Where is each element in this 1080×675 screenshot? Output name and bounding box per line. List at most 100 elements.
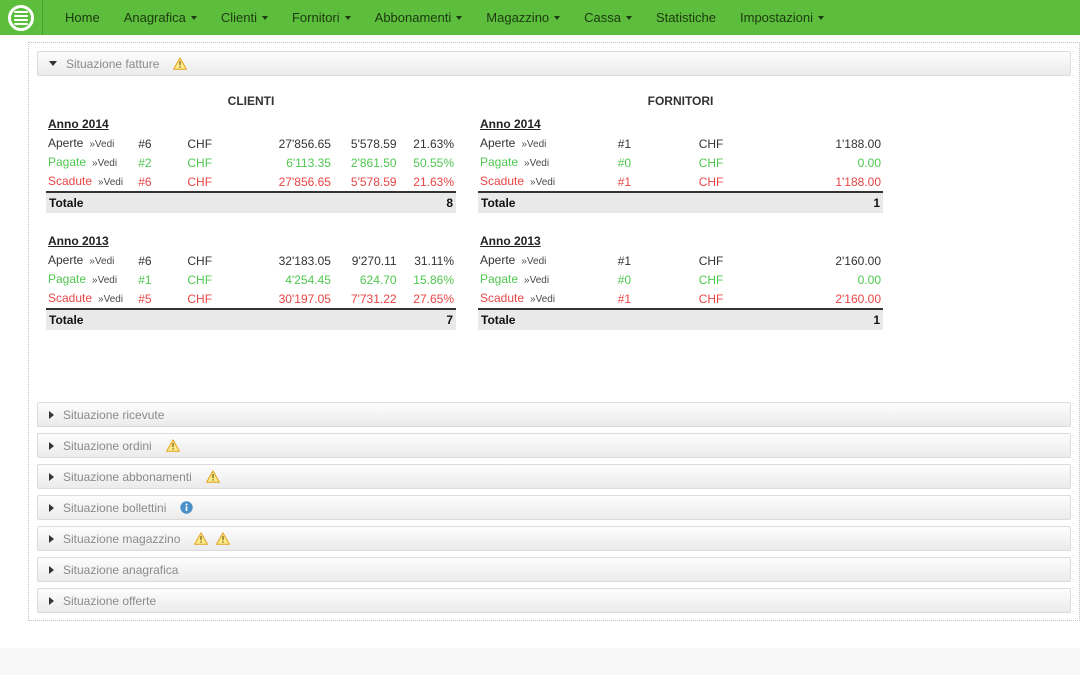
row-amount: 0.00 — [857, 273, 881, 287]
row-currency: CHF — [187, 273, 213, 287]
chevron-down-icon — [344, 15, 351, 20]
row-amount: 27'856.65 — [278, 137, 331, 151]
vedi-link[interactable]: »Vedi — [524, 275, 550, 286]
nav-item-abbonamenti[interactable]: Abbonamenti — [363, 0, 475, 35]
accordion-header-anagrafica[interactable]: Situazione anagrafica — [37, 557, 1071, 582]
chevron-down-icon — [817, 15, 824, 20]
row-currency: CHF — [187, 137, 213, 151]
accordion-header-magazzino[interactable]: Situazione magazzino — [37, 526, 1071, 551]
vedi-link[interactable]: »Vedi — [89, 256, 115, 267]
vedi-link[interactable]: »Vedi — [89, 139, 115, 150]
row-status-label: Scadute — [48, 174, 93, 188]
total-count: 1 — [785, 308, 883, 330]
chevron-right-icon — [49, 472, 54, 481]
row-count: #5 — [138, 292, 152, 306]
dashboard-page: Situazione fatture CLIENTI Anno 2014 Aperte… — [0, 35, 1080, 621]
nav-item-label: Home — [65, 10, 100, 25]
row-count: #1 — [617, 137, 632, 151]
accordion-title: Situazione ricevute — [63, 407, 165, 422]
nav-item-magazzino[interactable]: Magazzino — [474, 0, 572, 35]
accordion-header-bollettini[interactable]: Situazione bollettini — [37, 495, 1071, 520]
accordion-header-fatture[interactable]: Situazione fatture — [37, 51, 1071, 76]
invoice-status-table: Aperte »Vedi #6 CHF 27'856.65 5'578.59 21.63% P… — [46, 134, 456, 213]
nav-item-anagrafica[interactable]: Anagrafica — [112, 0, 209, 35]
total-row: Totale 7 — [46, 308, 456, 330]
year-block: Anno 2014 Aperte »Vedi #6 CHF 27'856.65 5'578.… — [46, 117, 456, 213]
row-status-label: Pagate — [48, 155, 87, 169]
chevron-right-icon — [49, 410, 54, 419]
vedi-link[interactable]: »Vedi — [530, 177, 556, 188]
vedi-link[interactable]: »Vedi — [524, 158, 550, 169]
vedi-link[interactable]: »Vedi — [530, 294, 556, 305]
row-percent: 21.63% — [413, 137, 454, 151]
table-row: Scadute »Vedi #6 CHF 27'856.65 5'578.59 21.63% — [46, 172, 456, 192]
vedi-link[interactable]: »Vedi — [92, 158, 118, 169]
row-currency: CHF — [698, 137, 724, 151]
footer-band — [0, 648, 1080, 675]
warning-icon — [173, 57, 188, 70]
table-row: Aperte »Vedi #1 CHF 1'188.00 — [478, 134, 883, 153]
vedi-link[interactable]: »Vedi — [92, 275, 118, 286]
accordion-title: Situazione bollettini — [63, 500, 167, 515]
total-count: 8 — [398, 191, 456, 213]
row-amount: 4'254.45 — [285, 273, 331, 287]
row-amount-open: 5'578.59 — [350, 175, 397, 189]
table-row: Aperte »Vedi #6 CHF 32'183.05 9'270.11 31.11% — [46, 251, 456, 270]
invoice-status-table: Aperte »Vedi #1 CHF 1'188.00 Pagate »Vedi #0 CHF… — [478, 134, 883, 213]
vedi-link[interactable]: »Vedi — [521, 139, 547, 150]
year-block: Anno 2013 Aperte »Vedi #1 CHF 2'160.00 Pagate»… — [478, 234, 883, 330]
row-percent: 50.55% — [413, 156, 454, 170]
nav-item-label: Clienti — [220, 10, 257, 25]
total-label: Totale — [46, 308, 399, 330]
row-count: #1 — [138, 273, 152, 287]
nav-item-clienti[interactable]: Clienti — [209, 0, 280, 35]
row-amount: 1'188.00 — [835, 175, 881, 189]
top-navbar: Home Anagrafica Clienti Fornitori Abbonament… — [0, 0, 1080, 35]
nav-item-home[interactable]: Home — [53, 0, 112, 35]
row-amount: 32'183.05 — [278, 254, 331, 268]
warning-icon — [216, 532, 231, 545]
vedi-link[interactable]: »Vedi — [521, 256, 547, 267]
invoice-status-table: Aperte »Vedi #1 CHF 2'160.00 Pagate »Vedi #0 CHF… — [478, 251, 883, 330]
nav-item-fornitori[interactable]: Fornitori — [280, 0, 363, 35]
table-row: Pagate »Vedi #2 CHF 6'113.35 2'861.50 50.55% — [46, 153, 456, 172]
row-amount: 0.00 — [857, 156, 881, 170]
nav-item-label: Magazzino — [486, 10, 550, 25]
app-logo[interactable] — [0, 0, 43, 35]
nav-item-impostazioni[interactable]: Impostazioni — [728, 0, 836, 35]
row-amount: 2'160.00 — [835, 292, 881, 306]
accordion-header-ricevute[interactable]: Situazione ricevute — [37, 402, 1071, 427]
row-count: #6 — [138, 175, 152, 189]
nav-item-label: Cassa — [584, 10, 622, 25]
row-currency: CHF — [187, 292, 213, 306]
row-count: #6 — [138, 254, 152, 268]
row-status-label: Pagate — [480, 272, 519, 286]
total-label: Totale — [46, 191, 399, 213]
accordion-title: Situazione fatture — [66, 56, 160, 71]
row-amount: 2'160.00 — [835, 254, 881, 268]
total-count: 1 — [785, 191, 883, 213]
row-amount-open: 9'270.11 — [351, 254, 397, 268]
info-icon — [180, 501, 194, 514]
row-count: #0 — [617, 273, 632, 287]
row-status-label: Aperte — [48, 253, 84, 267]
nav-item-cassa[interactable]: Cassa — [572, 0, 644, 35]
year-heading: Anno 2013 — [480, 234, 541, 248]
accordion-header-offerte[interactable]: Situazione offerte — [37, 588, 1071, 613]
row-count: #0 — [617, 156, 632, 170]
nav-item-statistiche[interactable]: Statistiche — [644, 0, 728, 35]
accordion-header-abbonamenti[interactable]: Situazione abbonamenti — [37, 464, 1071, 489]
chevron-right-icon — [49, 596, 54, 605]
chevron-down-icon — [261, 15, 268, 20]
row-amount: 1'188.00 — [835, 137, 881, 151]
accordion-header-ordini[interactable]: Situazione ordini — [37, 433, 1071, 458]
nav-menu: Home Anagrafica Clienti Fornitori Abbonament… — [53, 0, 836, 35]
total-row: Totale 1 — [478, 308, 883, 330]
chevron-down-icon — [554, 15, 561, 20]
accordion-title: Situazione offerte — [63, 593, 157, 608]
row-percent: 31.11% — [414, 254, 454, 268]
vedi-link[interactable]: »Vedi — [98, 177, 124, 188]
accordion-title: Situazione anagrafica — [63, 562, 179, 577]
row-status-label: Aperte — [480, 136, 516, 150]
vedi-link[interactable]: »Vedi — [98, 294, 124, 305]
